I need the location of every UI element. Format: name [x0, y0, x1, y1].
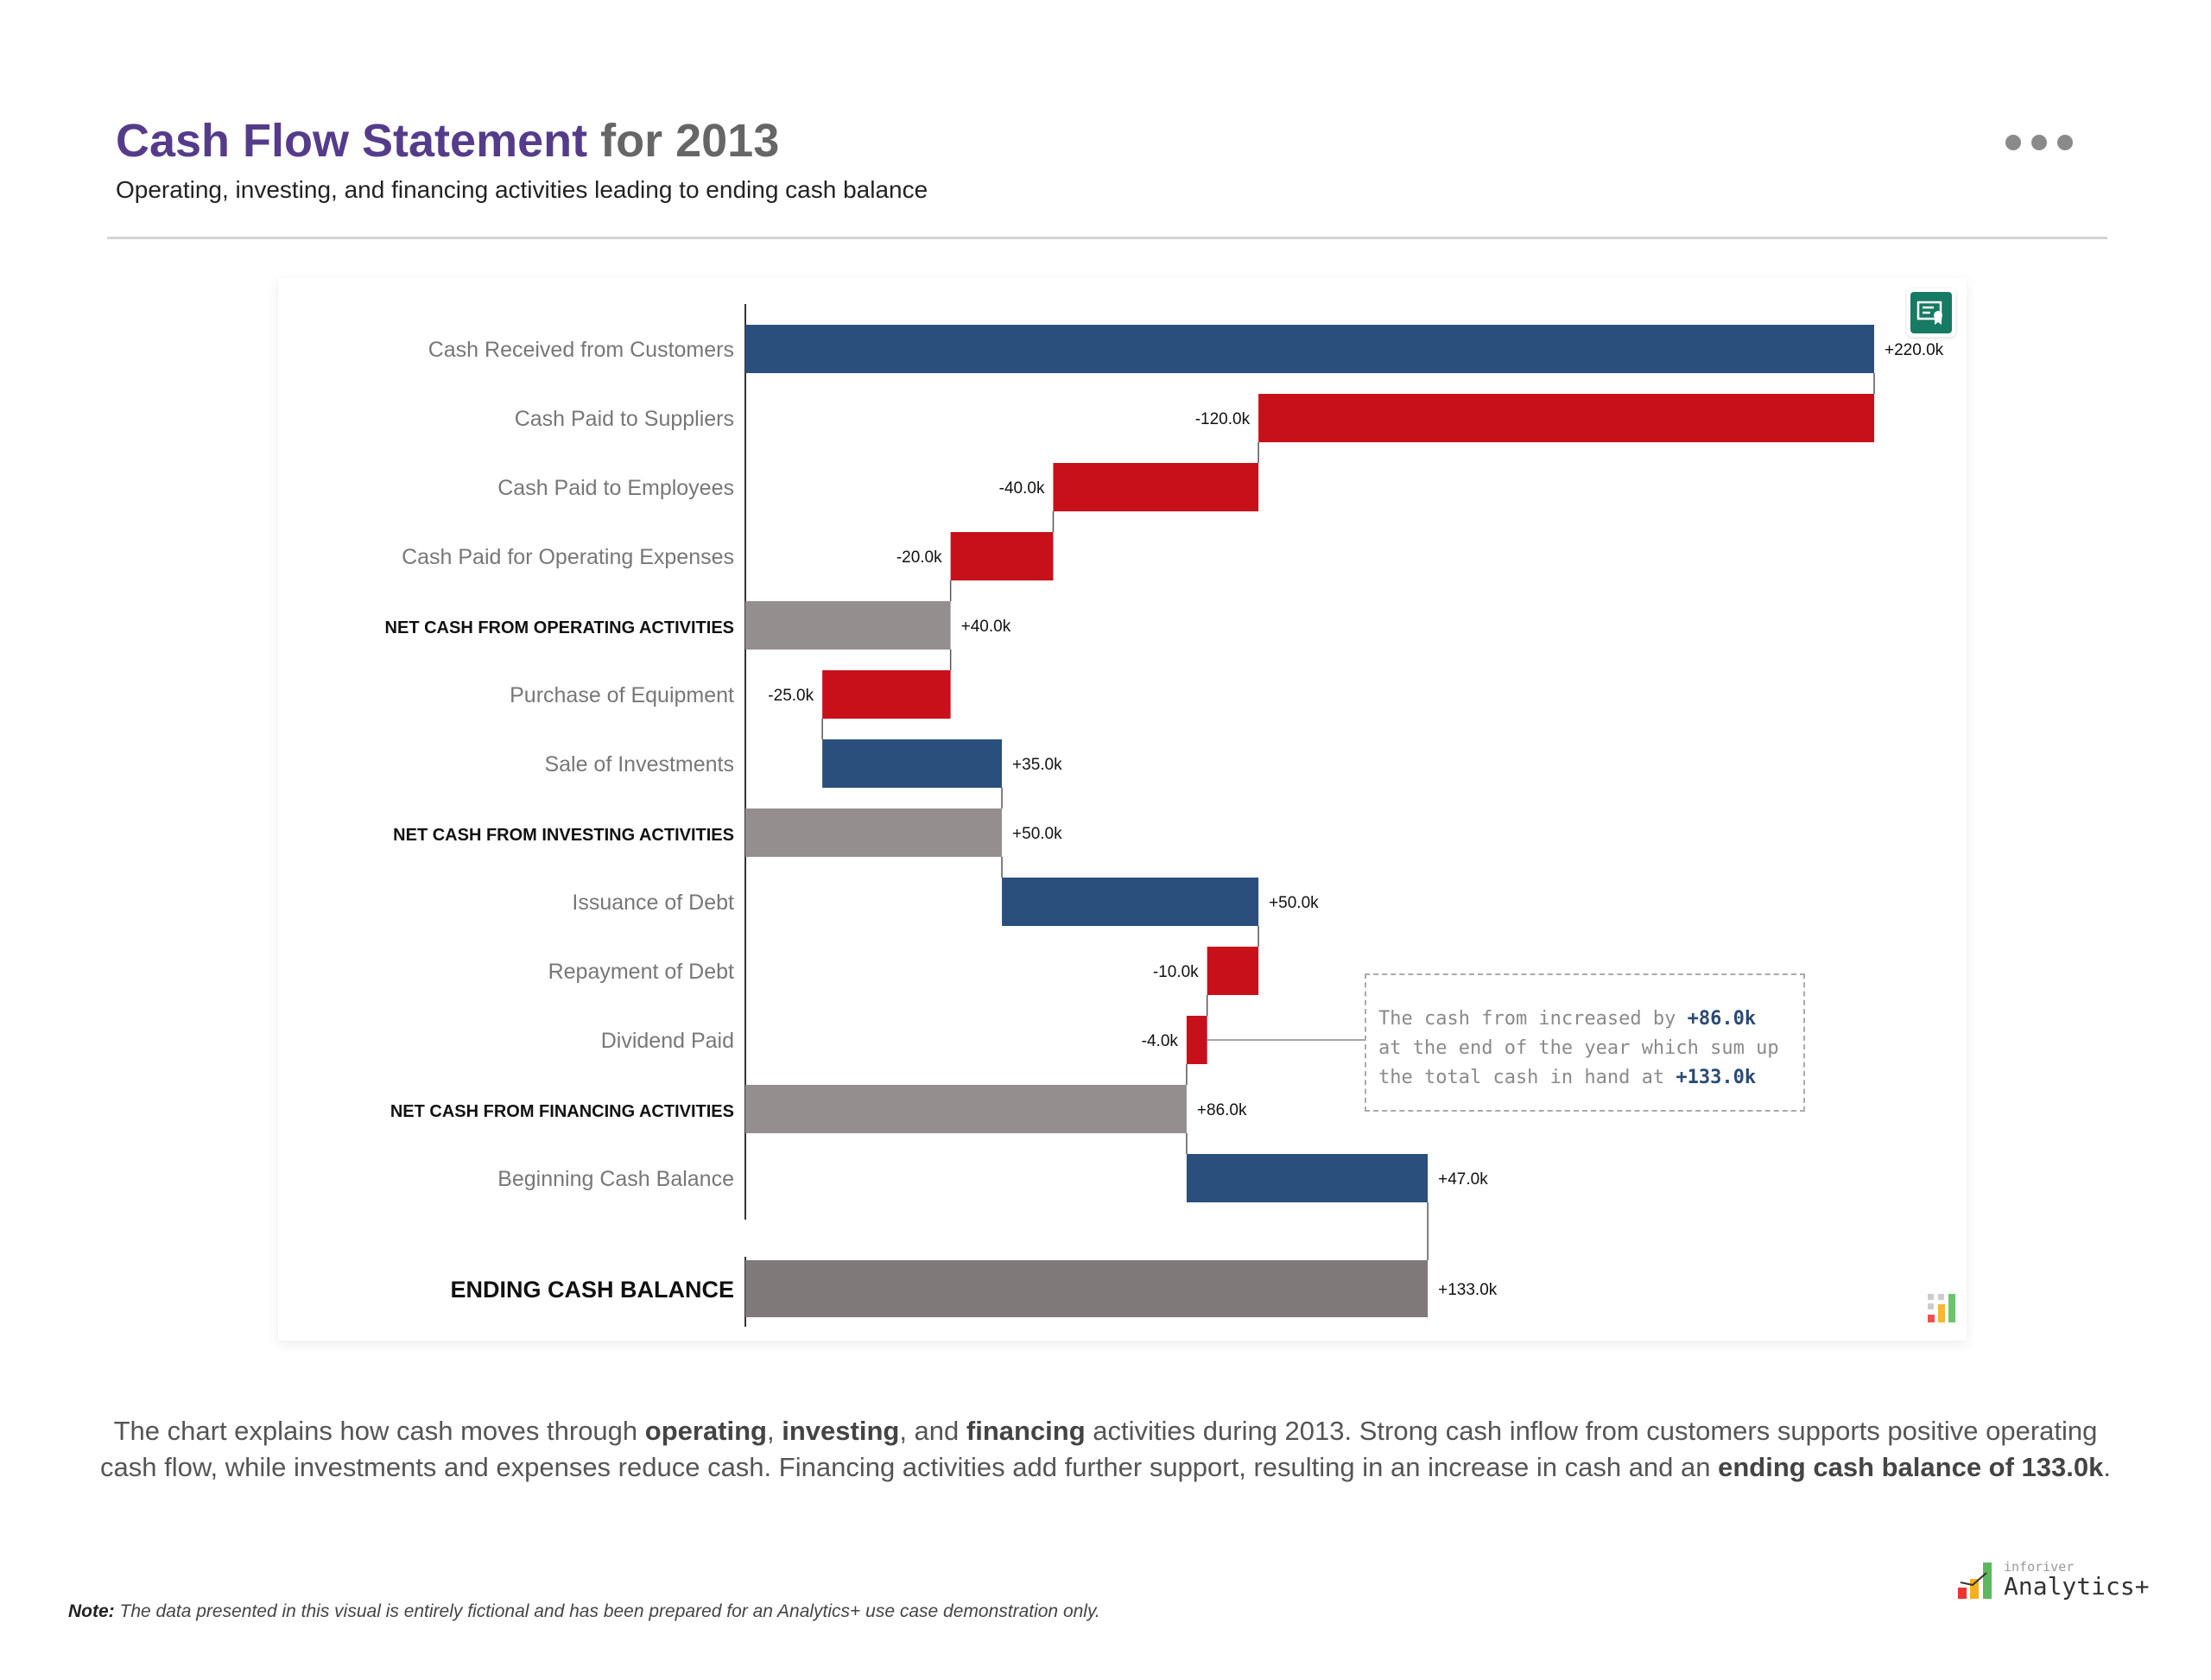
logo-icon: [1958, 1563, 1992, 1599]
bar-decrease: [1258, 394, 1874, 442]
page-subtitle: Operating, investing, and financing acti…: [116, 176, 928, 203]
bar-decrease: [1053, 463, 1259, 511]
page-title: Cash Flow Statement for 2013: [116, 115, 780, 167]
category-label: Issuance of Debt: [572, 891, 734, 915]
category-label: ENDING CASH BALANCE: [450, 1277, 734, 1303]
divider: [107, 237, 2107, 239]
value-label: -20.0k: [896, 548, 942, 567]
value-label: -25.0k: [768, 687, 814, 705]
category-label: Cash Paid to Employees: [497, 476, 734, 500]
bar-subtotal: [745, 808, 1003, 857]
bar-increase: [1186, 1154, 1429, 1202]
footnote: Note: The data presented in this visual …: [68, 1601, 1100, 1621]
category-label: NET CASH FROM OPERATING ACTIVITIES: [385, 618, 734, 637]
bar-decrease: [1207, 947, 1259, 995]
value-label: -40.0k: [999, 479, 1045, 498]
value-label: -120.0k: [1195, 410, 1251, 428]
bar-decrease: [822, 670, 951, 719]
bar-increase: [1002, 878, 1259, 926]
value-label: -10.0k: [1153, 963, 1199, 981]
bar-subtotal: [745, 601, 951, 650]
value-label: +86.0k: [1197, 1101, 1247, 1119]
category-label: Cash Paid to Suppliers: [515, 407, 734, 431]
value-label: +35.0k: [1012, 756, 1062, 774]
bar-increase: [822, 739, 1003, 788]
category-label: NET CASH FROM INVESTING ACTIVITIES: [393, 826, 734, 845]
chart-description: The chart explains how cash moves throug…: [100, 1416, 2111, 1482]
ellipsis-icon[interactable]: [2005, 135, 2073, 150]
value-label: +40.0k: [961, 618, 1011, 636]
category-label: Dividend Paid: [601, 1029, 734, 1053]
value-label: +220.0k: [1885, 341, 1944, 359]
bar-subtotal: [745, 1085, 1187, 1133]
category-label: Cash Paid for Operating Expenses: [402, 545, 734, 569]
value-label: +50.0k: [1012, 825, 1062, 843]
annotation-box: The cash from increased by +86.0k at the…: [1365, 973, 1805, 1112]
category-label: Cash Received from Customers: [428, 338, 734, 362]
bar-increase: [745, 325, 1874, 373]
chart-card: [278, 278, 1967, 1341]
value-label: -4.0k: [1142, 1032, 1179, 1050]
category-label: Beginning Cash Balance: [497, 1167, 734, 1191]
value-label: +50.0k: [1269, 894, 1319, 912]
category-label: Purchase of Equipment: [510, 683, 734, 707]
certificate-icon[interactable]: [1907, 288, 1955, 337]
value-label: +133.0k: [1438, 1281, 1498, 1299]
bar-total: [745, 1260, 1429, 1317]
category-label: Sale of Investments: [544, 752, 734, 777]
analytics-logo: inforiver Analytics+: [1957, 1560, 2150, 1600]
category-label: Repayment of Debt: [548, 960, 734, 984]
value-label: +47.0k: [1438, 1170, 1488, 1189]
bar-chart-icon[interactable]: [1927, 1292, 1958, 1323]
category-label: NET CASH FROM FINANCING ACTIVITIES: [390, 1102, 734, 1121]
bar-decrease: [950, 532, 1054, 580]
bar-decrease: [1186, 1016, 1207, 1064]
